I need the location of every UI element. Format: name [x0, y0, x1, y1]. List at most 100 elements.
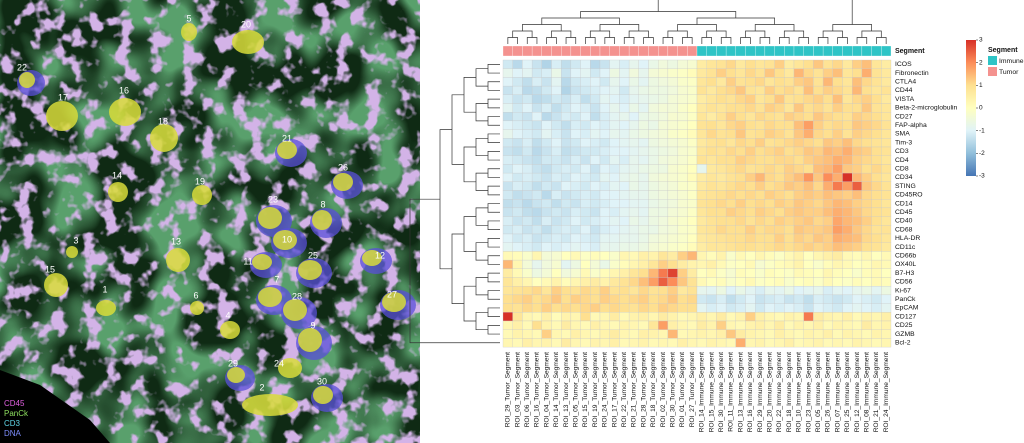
heatmap-cell — [687, 103, 698, 113]
segment-bar — [609, 45, 620, 57]
channel-label: CD3 — [4, 419, 21, 428]
heatmap-cell — [648, 233, 659, 243]
heatmap-cell — [784, 338, 795, 348]
heatmap-cell — [599, 207, 610, 217]
heatmap-cell — [871, 155, 882, 165]
heatmap-cell — [852, 59, 863, 69]
heatmap-cell — [861, 303, 872, 313]
heatmap-cell — [881, 112, 892, 122]
heatmap-cell — [570, 164, 581, 174]
heatmap-cell — [502, 199, 513, 209]
heatmap-cell — [871, 329, 882, 339]
heatmap-cell — [609, 146, 620, 156]
heatmap-cell — [648, 286, 659, 296]
heatmap-cell — [822, 338, 833, 348]
column-label: ROI_19_Tumor_Segment — [592, 352, 599, 427]
heatmap-cell — [832, 242, 843, 252]
heatmap-cell — [832, 338, 843, 348]
heatmap-cell — [725, 268, 736, 278]
heatmap-cell — [832, 138, 843, 148]
heatmap-cell — [813, 172, 824, 182]
heatmap-cell — [774, 172, 785, 182]
heatmap-cell — [628, 338, 639, 348]
dendrogram-branch — [541, 17, 620, 25]
heatmap-cell — [793, 103, 804, 113]
roi-label: 20 — [241, 19, 251, 29]
heatmap-cell — [842, 146, 853, 156]
heatmap-cell — [784, 120, 795, 130]
heatmap-cell — [570, 77, 581, 87]
heatmap-cell — [803, 294, 814, 304]
heatmap-cell — [522, 312, 533, 322]
heatmap-cell — [561, 251, 572, 261]
heatmap-cell — [599, 59, 610, 69]
heatmap-cell — [784, 251, 795, 261]
heatmap-cell — [677, 320, 688, 330]
heatmap-cell — [764, 294, 775, 304]
heatmap-cell — [696, 77, 707, 87]
heatmap-cell — [522, 77, 533, 87]
heatmap-cell — [638, 242, 649, 252]
heatmap-cell — [580, 242, 591, 252]
dendrogram-branch — [475, 277, 488, 296]
heatmap-cell — [822, 164, 833, 174]
heatmap-cell — [628, 190, 639, 200]
heatmap-cell — [570, 268, 581, 278]
row-label: CD4 — [895, 157, 909, 164]
heatmap-cell — [832, 225, 843, 235]
heatmap-cell — [793, 77, 804, 87]
heatmap-cell — [842, 225, 853, 235]
column-label: ROI_12_Immune_Segment — [854, 352, 861, 432]
heatmap-cell — [658, 320, 669, 330]
segment-bar-title: Segment — [895, 48, 925, 55]
heatmap-cell — [541, 112, 552, 122]
heatmap-cell — [531, 277, 542, 287]
heatmap-cell — [522, 199, 533, 209]
heatmap-cell — [561, 190, 572, 200]
column-label: ROI_22_Tumor_Segment — [621, 352, 628, 427]
heatmap-cell — [512, 155, 523, 165]
heatmap-cell — [561, 138, 572, 148]
dendrogram-branch — [487, 290, 500, 300]
heatmap-cell — [842, 277, 853, 287]
heatmap-cell — [793, 207, 804, 217]
heatmap-cell — [696, 242, 707, 252]
heatmap-cell — [609, 103, 620, 113]
heatmap-cell — [764, 268, 775, 278]
heatmap-cell — [745, 103, 756, 113]
heatmap-cell — [551, 207, 562, 217]
heatmap-cell — [842, 112, 853, 122]
heatmap-cell — [755, 77, 766, 87]
heatmap-cell — [764, 155, 775, 165]
heatmap-cell — [541, 85, 552, 95]
heatmap-cell — [638, 190, 649, 200]
row-label: FAP-alpha — [895, 122, 927, 129]
heatmap-cell — [784, 199, 795, 209]
heatmap-cell — [619, 338, 630, 348]
heatmap-cell — [793, 164, 804, 174]
heatmap-cell — [512, 129, 523, 139]
row-label: Ki-67 — [895, 287, 911, 294]
heatmap-cell — [531, 338, 542, 348]
heatmap-cell — [735, 294, 746, 304]
heatmap-cell — [716, 59, 727, 69]
row-label: B7-H3 — [895, 270, 914, 277]
roi-label: 29 — [228, 358, 238, 368]
heatmap-cell — [628, 120, 639, 130]
dendrogram-branch — [701, 37, 712, 44]
heatmap-cell — [716, 181, 727, 191]
heatmap-cell — [784, 320, 795, 330]
heatmap-cell — [580, 94, 591, 104]
heatmap-cell — [570, 286, 581, 296]
heatmap-cell — [580, 216, 591, 226]
heatmap-cell — [793, 94, 804, 104]
dendrogram-branch — [487, 98, 500, 109]
heatmap-cell — [677, 85, 688, 95]
heatmap-cell — [522, 259, 533, 269]
heatmap-cell — [706, 59, 717, 69]
heatmap-cell — [638, 294, 649, 304]
heatmap-cell — [755, 225, 766, 235]
heatmap-cell — [755, 233, 766, 243]
heatmap-cell — [628, 207, 639, 217]
